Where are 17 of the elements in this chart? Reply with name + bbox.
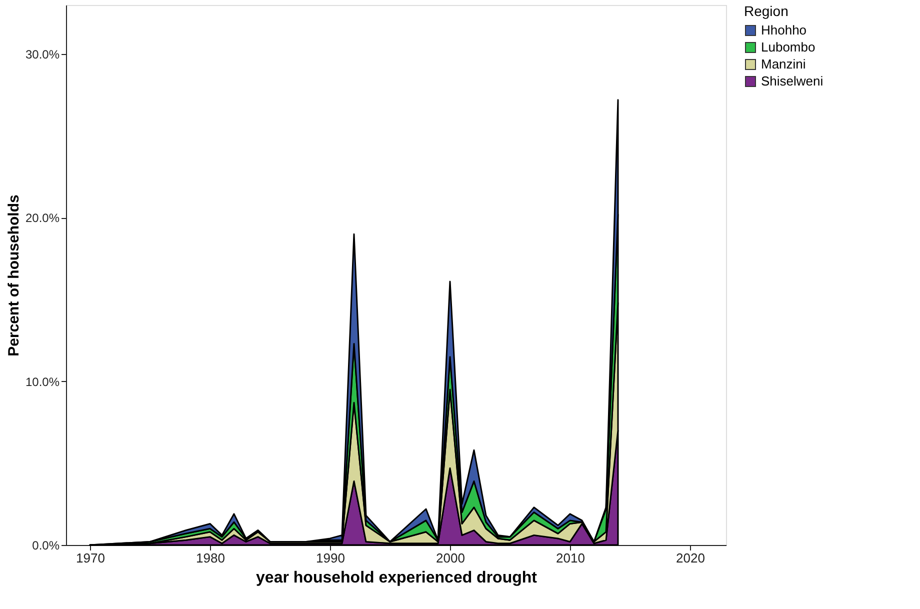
x-axis-title: year household experienced drought: [256, 570, 538, 586]
legend-label: Hhohho: [761, 22, 807, 38]
x-tick-label: 1980: [196, 550, 225, 566]
legend-label: Lubombo: [761, 40, 816, 54]
y-tick-label: 0.0%: [32, 538, 60, 552]
legend-label: Manzini: [761, 56, 806, 72]
x-tick-label: 2000: [436, 550, 465, 566]
x-tick-label: 2010: [556, 550, 585, 566]
y-tick-label: 20.0%: [25, 211, 60, 226]
y-tick-label: 10.0%: [25, 374, 60, 389]
y-tick-label: 30.0%: [25, 48, 60, 62]
y-axis-title: Percent of households: [5, 194, 22, 356]
legend-title: Region: [744, 3, 788, 19]
x-tick-label: 1970: [76, 550, 105, 566]
legend-label: Shiselweni: [761, 74, 824, 88]
x-tick-label: 2020: [676, 550, 705, 566]
x-tick-label: 1990: [316, 550, 345, 566]
